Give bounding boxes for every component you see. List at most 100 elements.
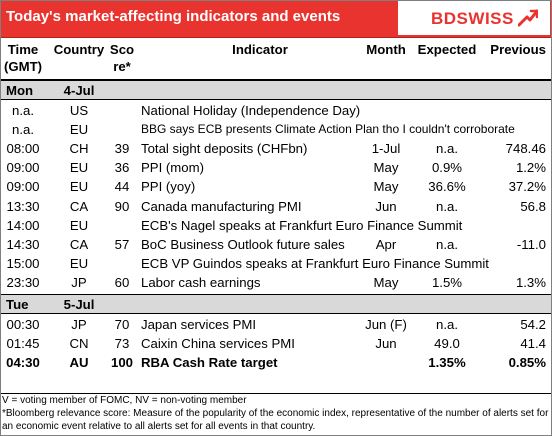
cell-time: 14:00 [6, 217, 40, 233]
table-row: n.a. US National Holiday (Independence Day… [0, 101, 552, 120]
cell-indicator: Canada manufacturing PMI [141, 198, 302, 214]
table-row: 01:45 CN 73 Caixin China services PMI Jun 49.… [0, 334, 552, 353]
table-row: 09:00 EU 44 PPI (yoy) May 36.6% 37.2% [0, 177, 552, 196]
cell-score: 73 [114, 336, 130, 352]
col-time-line2: (GMT) [3, 59, 43, 74]
table-row: 08:00 CH 39 Total sight deposits (CHFbn) 1-J… [0, 139, 552, 158]
footnotes: V = voting member of FOMC, NV = non-voti… [0, 393, 552, 433]
cell-indicator: BoC Business Outlook future sales [141, 236, 345, 252]
cell-country: CN [69, 336, 89, 352]
cell-previous: 56.8 [520, 198, 546, 214]
cell-previous: -11.0 [516, 236, 546, 252]
cell-time: 00:30 [6, 317, 40, 332]
col-expected-header: Expected [417, 42, 477, 57]
cell-expected: n.a. [436, 198, 458, 214]
col-score-line1: Sco [109, 42, 135, 57]
logo-swoosh-icon [518, 9, 538, 27]
cell-previous: 1.2% [515, 160, 546, 176]
cell-indicator: National Holiday (Independence Day) [141, 103, 361, 118]
cell-indicator: PPI (mom) [141, 160, 205, 176]
cell-indicator: ECB's Nagel speaks at Frankfurt Euro Fin… [141, 217, 463, 233]
cell-previous: 41.4 [520, 336, 546, 352]
logo-text: BDSWISS [431, 9, 514, 28]
cell-indicator: Caixin China services PMI [141, 336, 295, 352]
col-score-header: Sco re* [108, 41, 136, 75]
day-row-mon: Mon 4-Jul [0, 80, 552, 100]
cell-expected: n.a. [436, 141, 458, 157]
cell-country: EU [69, 217, 89, 233]
cell-time: n.a. [12, 103, 34, 118]
cell-time: 08:00 [6, 141, 40, 157]
cell-score: 90 [114, 198, 130, 214]
cell-country: EU [69, 160, 89, 176]
col-time-header: Time (GMT) [0, 41, 46, 75]
cell-month: May [373, 160, 399, 176]
table-row: 04:30 AU 100 RBA Cash Rate target 1.35% 0.85% [0, 353, 552, 372]
cell-month: May [373, 274, 399, 290]
cell-month: Jun [375, 198, 397, 214]
cell-time: 13:30 [6, 198, 40, 214]
cell-country: JP [71, 317, 87, 332]
cell-country: CA [69, 236, 89, 252]
cell-expected: 0.9% [431, 160, 463, 176]
cell-indicator: PPI (yoy) [141, 179, 196, 195]
cell-expected: 1.5% [431, 274, 463, 290]
footnote-score: *Bloomberg relevance score: Measure of t… [2, 408, 549, 432]
cell-expected: 49.0 [434, 336, 460, 352]
cell-indicator: BBG says ECB presents Climate Action Pla… [141, 122, 515, 137]
table-row: 23:30 JP 60 Labor cash earnings May 1.5% 1.3% [0, 273, 552, 292]
day-label: Mon [6, 83, 34, 98]
cell-country: EU [69, 255, 89, 271]
table-row: 14:00 EU ECB's Nagel speaks at Frankfurt E… [0, 216, 552, 235]
day-row-tue: Tue 5-Jul [0, 294, 552, 314]
cell-expected: n.a. [436, 236, 458, 252]
cell-indicator: Total sight deposits (CHFbn) [141, 141, 308, 157]
cell-score: 36 [114, 160, 130, 176]
table-row: n.a. EU BBG says ECB presents Climate Acti… [0, 120, 552, 139]
day-date: 4-Jul [63, 83, 95, 98]
cell-indicator: RBA Cash Rate target [141, 355, 278, 371]
col-country-header: Country [53, 42, 105, 57]
cell-previous: 37.2% [508, 179, 546, 195]
cell-time: 09:00 [6, 160, 40, 176]
cell-country: US [69, 103, 89, 118]
day-date: 5-Jul [63, 297, 95, 312]
cell-expected: 36.6% [428, 179, 466, 195]
col-previous-header: Previous [490, 42, 546, 57]
table-row: 15:00 EU ECB VP Guindos speaks at Frankfur… [0, 254, 552, 273]
cell-expected: n.a. [436, 317, 458, 332]
cell-country: CA [69, 198, 89, 214]
cell-month: Jun [375, 336, 397, 352]
table-row: 09:00 EU 36 PPI (mom) May 0.9% 1.2% [0, 158, 552, 177]
page-title: Today's market-affecting indicators and … [6, 8, 341, 25]
cell-country: EU [69, 122, 89, 138]
day-label: Tue [6, 297, 29, 312]
col-time-line1: Time [7, 42, 39, 57]
footnote-voting: V = voting member of FOMC, NV = non-voti… [2, 395, 247, 406]
cell-time: 01:45 [6, 336, 40, 352]
cell-indicator: Labor cash earnings [141, 274, 261, 290]
cell-time: 15:00 [6, 255, 40, 271]
col-month-header: Month [366, 42, 406, 57]
cell-country: JP [71, 274, 87, 290]
cell-month: Apr [375, 236, 397, 252]
cell-score: 44 [114, 179, 130, 195]
cell-time: 23:30 [6, 274, 40, 290]
cell-time: 04:30 [6, 355, 40, 371]
logo: BDSWISS [398, 1, 550, 35]
cell-previous: 54.2 [520, 317, 546, 332]
col-score-line2: re* [113, 59, 131, 74]
cell-month: 1-Jul [371, 141, 401, 157]
cell-score: 39 [114, 141, 130, 157]
cell-previous: 0.85% [508, 355, 546, 371]
cell-score: 70 [114, 317, 130, 332]
table-header: Time (GMT) Country Sco re* Indicator Mon… [0, 38, 552, 80]
cell-previous: 748.46 [505, 141, 546, 157]
table-row: 13:30 CA 90 Canada manufacturing PMI Jun n.a.… [0, 197, 552, 216]
cell-time: 09:00 [6, 179, 40, 195]
cell-month: May [373, 179, 399, 195]
table-row: 14:30 CA 57 BoC Business Outlook future sal… [0, 235, 552, 254]
cell-country: EU [69, 179, 89, 195]
cell-score: 57 [114, 236, 130, 252]
cell-country: CH [69, 141, 89, 157]
